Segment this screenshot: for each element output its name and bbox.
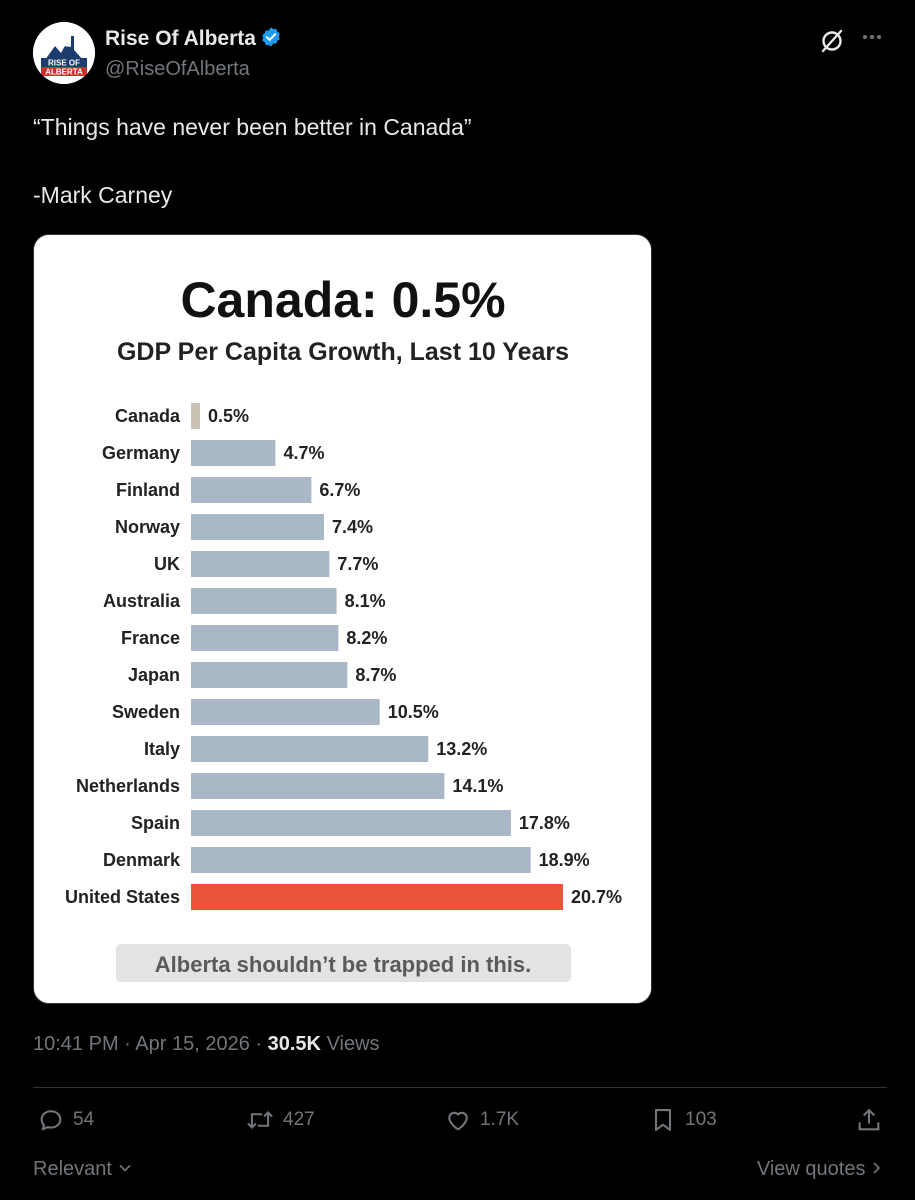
display-name-text[interactable]: Rise Of Alberta [105,27,256,50]
category-label: Italy [144,739,180,759]
views-label: Views [326,1033,380,1055]
tweet-header: RISE OF ALBERTA Rise Of Alberta @RiseOfA… [33,22,883,86]
repost-icon [247,1111,273,1129]
category-label: Norway [115,517,180,537]
repost-button[interactable]: 427 [245,1106,315,1134]
category-label: Finland [116,480,180,500]
chart-footer-badge [116,944,571,982]
avatar[interactable]: RISE OF ALBERTA [33,22,95,84]
tweet-attribution: -Mark Carney [33,182,173,208]
value-label: 13.2% [436,739,487,759]
bar [191,773,445,799]
sort-label: Relevant [33,1158,112,1180]
value-label: 7.7% [337,554,378,574]
value-label: 10.5% [388,702,439,722]
action-bar: 54 427 1.7K 103 [33,1106,883,1142]
bar [191,588,337,614]
avatar-text-top: RISE OF [48,59,80,68]
value-label: 8.1% [345,591,386,611]
value-label: 4.7% [283,443,324,463]
sort-dropdown[interactable]: Relevant [33,1158,132,1181]
value-label: 20.7% [571,887,622,907]
bookmark-icon [654,1109,672,1131]
heart-icon [448,1111,468,1131]
bar [191,810,511,836]
tweet-text: “Things have never been better in Canada… [33,110,472,212]
meta-separator: · [255,1033,263,1055]
view-quotes-link[interactable]: View quotes [757,1158,883,1181]
category-label: Sweden [112,702,180,722]
category-label: Spain [131,813,180,833]
value-label: 8.2% [346,628,387,648]
bar [191,884,563,910]
category-label: Japan [128,665,180,685]
category-label: United States [65,887,180,907]
chart-footer-text: Alberta shouldn’t be trapped in this. [155,952,531,977]
bar [191,847,531,873]
category-label: Netherlands [76,776,180,796]
tweet-date[interactable]: Apr 15, 2026 [135,1033,250,1055]
divider [33,1087,887,1088]
avatar-text-bottom: ALBERTA [45,68,83,77]
value-label: 14.1% [452,776,503,796]
value-label: 17.8% [519,813,570,833]
bar [191,477,312,503]
gdp-chart: Canada: 0.5% GDP Per Capita Growth, Last… [34,235,651,1003]
category-label: Canada [115,406,181,426]
bars-group: Canada 0.5% Germany 4.7% Finland 6.7% Norway 7.… [65,403,622,910]
share-button[interactable] [855,1106,883,1139]
bookmark-button[interactable]: 103 [649,1106,717,1134]
chevron-down-icon [118,1164,131,1172]
tweet-quote: “Things have never been better in Canada… [33,114,472,140]
bar [191,662,348,688]
views-count: 30.5K [267,1033,321,1055]
tweet-time[interactable]: 10:41 PM [33,1033,119,1055]
value-label: 6.7% [319,480,360,500]
bar [191,440,276,466]
like-button[interactable]: 1.7K [444,1106,519,1134]
grok-icon[interactable] [819,28,845,59]
value-label: 7.4% [332,517,373,537]
category-label: UK [154,554,180,574]
view-quotes-label: View quotes [756,1158,866,1180]
category-label: France [121,628,180,648]
category-label: Germany [102,443,180,463]
like-count: 1.7K [480,1109,520,1130]
value-label: 18.9% [539,850,590,870]
category-label: Denmark [103,850,181,870]
tweet-meta: 10:41 PM · Apr 15, 2026 · 30.5K Views [33,1033,380,1056]
reply-icon [40,1110,62,1131]
meta-separator: · [124,1033,131,1055]
bar [191,699,380,725]
value-label: 0.5% [208,406,249,426]
chart-title: Canada: 0.5% [180,272,505,328]
share-icon [858,1108,880,1131]
bar [191,514,324,540]
bar [191,403,200,429]
repost-count: 427 [283,1109,315,1130]
value-label: 8.7% [355,665,396,685]
chart-subtitle: GDP Per Capita Growth, Last 10 Years [117,338,569,366]
handle[interactable]: @RiseOfAlberta [105,58,250,80]
verified-badge-icon [260,26,282,54]
bar [191,736,429,762]
bar [191,625,339,651]
chevron-right-icon [873,1162,881,1174]
bar [191,551,330,577]
category-label: Australia [103,591,181,611]
reply-footer: Relevant View quotes [33,1158,883,1186]
more-options-icon[interactable] [861,26,883,54]
reply-button[interactable]: 54 [37,1106,94,1134]
tweet-image[interactable]: Canada: 0.5% GDP Per Capita Growth, Last… [33,234,652,1004]
reply-count: 54 [73,1109,95,1130]
bookmark-count: 103 [685,1109,717,1130]
display-name[interactable]: Rise Of Alberta [105,26,282,54]
